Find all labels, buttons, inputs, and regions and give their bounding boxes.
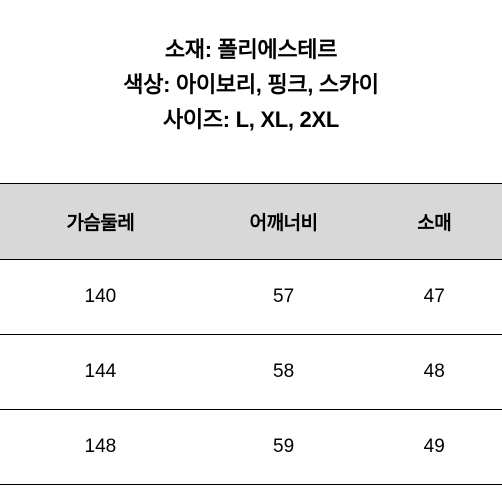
- table-row: 140 57 47: [0, 259, 502, 334]
- product-info-section: 소재: 폴리에스테르 색상: 아이보리, 핑크, 스카이 사이즈: L, XL,…: [0, 0, 502, 183]
- size-info: 사이즈: L, XL, 2XL: [0, 102, 502, 137]
- column-header-sleeve: 소매: [366, 183, 502, 259]
- cell-chest: 148: [0, 409, 201, 484]
- column-header-shoulder: 어깨너비: [201, 183, 367, 259]
- column-header-chest: 가슴둘레: [0, 183, 201, 259]
- color-info: 색상: 아이보리, 핑크, 스카이: [0, 67, 502, 102]
- cell-sleeve: 48: [366, 334, 502, 409]
- cell-shoulder: 57: [201, 259, 367, 334]
- cell-sleeve: 49: [366, 409, 502, 484]
- table-header-row: 가슴둘레 어깨너비 소매: [0, 183, 502, 259]
- size-table-container: 가슴둘레 어깨너비 소매 140 57 47 144 58 48 148 59 …: [0, 183, 502, 485]
- size-table: 가슴둘레 어깨너비 소매 140 57 47 144 58 48 148 59 …: [0, 183, 502, 485]
- cell-chest: 144: [0, 334, 201, 409]
- table-row: 144 58 48: [0, 334, 502, 409]
- table-row: 148 59 49: [0, 409, 502, 484]
- material-info: 소재: 폴리에스테르: [0, 32, 502, 67]
- cell-chest: 140: [0, 259, 201, 334]
- cell-shoulder: 58: [201, 334, 367, 409]
- cell-shoulder: 59: [201, 409, 367, 484]
- cell-sleeve: 47: [366, 259, 502, 334]
